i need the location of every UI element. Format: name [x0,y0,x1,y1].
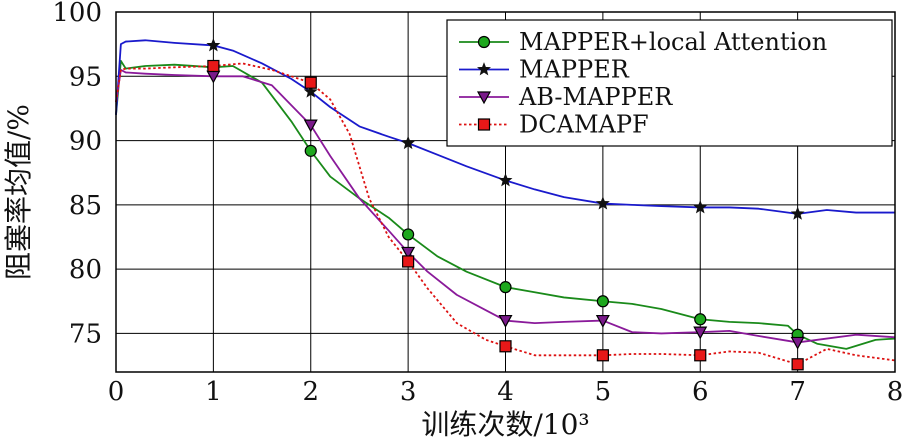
legend-marker [477,35,491,49]
data-point [303,119,318,133]
y-tick-label: 95 [69,62,102,92]
legend-item: AB-MAPPER [459,83,673,111]
legend-label: MAPPER [519,56,630,84]
y-tick-label: 80 [69,255,102,285]
legend-item: DCAMAPF [459,111,649,139]
x-tick-label: 6 [692,377,709,407]
data-point [694,313,707,326]
data-point [595,196,610,210]
data-point [596,295,609,308]
series-line [115,39,895,215]
legend-label: DCAMAPF [519,111,649,139]
legend-marker [476,91,492,105]
data-point [693,326,708,340]
legend: MAPPER+local AttentionMAPPERAB-MAPPERDCA… [446,19,893,147]
data-point [694,349,707,362]
legend-item: MAPPER [459,56,630,84]
tick-labels: 0 1 2 3 4 5 6 7 8 75 80 85 90 95 100 [52,0,903,407]
data-point [402,228,415,241]
plot-frame [115,11,896,373]
legend-marker [477,62,491,76]
data-point [304,144,317,157]
data-point [595,314,610,328]
data-point [693,200,708,214]
y-tick-label: 85 [69,191,102,221]
series-2 [115,68,896,350]
data-point [790,336,805,350]
data-point [499,340,512,353]
data-point [791,358,804,371]
x-tick-label: 5 [595,377,612,407]
x-tick-label: 7 [789,377,806,407]
data-point [498,173,513,187]
data-point [304,76,317,89]
y-tick-label: 100 [52,0,102,28]
data-point [401,135,416,150]
y-axis-title: 阻塞率均值/% [2,104,35,280]
data-point [303,84,318,98]
series-3 [115,59,896,371]
data-point [207,59,220,73]
data-point [499,281,512,294]
series-1 [115,38,895,220]
data-point [498,314,513,328]
x-tick-label: 2 [302,377,319,407]
y-tick-label: 75 [69,319,102,349]
series-line [115,68,896,344]
legend-label: MAPPER+local Attention [519,28,827,56]
legend-item: MAPPER+local Attention [459,28,827,56]
x-tick-label: 8 [887,377,904,407]
series-layer [115,38,896,371]
data-point [596,349,609,362]
data-point [790,206,805,220]
legend-label: AB-MAPPER [518,83,673,111]
x-tick-label: 3 [400,377,417,407]
x-tick-label: 0 [108,377,125,407]
data-point [401,246,416,260]
x-tick-label: 4 [497,377,514,407]
data-point [206,38,221,52]
data-point [402,255,415,268]
legend-box [446,19,893,147]
x-tick-label: 1 [205,377,222,407]
x-axis-title: 训练次数/10³ [421,408,589,441]
legend-marker [477,118,491,131]
axes [115,11,896,373]
y-tick-label: 90 [69,127,102,157]
